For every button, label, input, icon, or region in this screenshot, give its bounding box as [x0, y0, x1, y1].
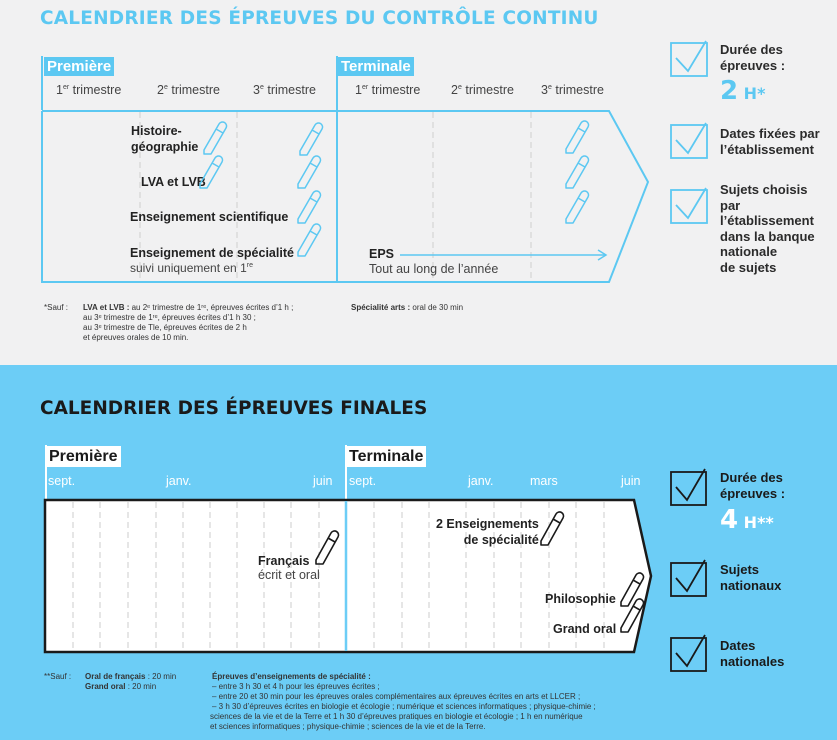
continu-note-arts: Spécialité arts : oral de 30 min [351, 303, 464, 312]
subject-specialite-note: suivi uniquement en 1re [130, 261, 253, 275]
month-janv-premiere: janv. [166, 474, 192, 488]
subject-francais: Français [258, 554, 310, 568]
trimester-1-premiere: 1er trimestre [56, 83, 122, 97]
trimester-2-terminale: 2e trimestre [451, 83, 514, 97]
finales-note-l4: sciences de la vie et de la Terre et 1 h… [210, 712, 583, 721]
finales-note-oral: Grand oral : 20 min [85, 682, 157, 691]
finales-dates-label: Dates nationales [720, 638, 785, 669]
subject-specialite: Enseignement de spécialité [130, 246, 294, 260]
finales-note-l2: – entre 20 et 30 min pour les épreuves o… [212, 692, 581, 701]
continu-note-line4: et épreuves orales de 10 min. [83, 333, 189, 342]
finales-note-spec-head: Épreuves d’enseignements de spécialité : [212, 672, 371, 681]
subject-philosophie: Philosophie [545, 592, 616, 606]
check-icon [670, 42, 708, 77]
continu-title: CALENDRIER DES ÉPREUVES DU CONTRÔLE CONT… [40, 8, 599, 29]
month-juin-premiere: juin [313, 474, 333, 488]
subject-histoire: Histoire-géographie [131, 124, 199, 154]
month-sept-premiere: sept. [48, 474, 76, 488]
pen-icon [620, 572, 645, 607]
subject-francais-note: écrit et oral [258, 568, 320, 582]
month-janv-terminale: janv. [468, 474, 494, 488]
continu-note-line3: au 3ᵉ trimestre de Tle, épreuves écrites… [83, 323, 247, 332]
finales-note-l5: et sciences informatiques ; physique-chi… [210, 722, 486, 731]
continu-timeline-frame [41, 56, 650, 283]
check-icon [670, 637, 707, 672]
pen-icon [203, 121, 228, 155]
month-mars-terminale: mars [530, 474, 558, 488]
continu-check-icons [670, 40, 708, 224]
pen-icon [540, 511, 565, 546]
trimester-3-premiere: 3e trimestre [253, 83, 316, 97]
pen-icon [297, 155, 322, 189]
pen-icon [565, 155, 590, 189]
month-juin-terminale: juin [621, 474, 641, 488]
continu-duree-value: 2 H* [720, 76, 766, 106]
finales-premiere-tag: Première [46, 446, 121, 467]
pen-icon [299, 122, 324, 156]
finales-duree-value: 4 H** [720, 505, 774, 535]
check-icon [670, 189, 708, 224]
premiere-tag: Première [44, 57, 115, 76]
subject-eps-note: Tout au long de l’année [369, 262, 499, 276]
continu-sujets-label: Sujets choisis par l’établissement dans la … [720, 182, 815, 275]
finales-note-sauf: **Sauf : [44, 672, 72, 681]
pen-icon [620, 598, 645, 633]
subject-grand-oral: Grand oral [553, 622, 617, 636]
continu-note-sauf: *Sauf : [44, 303, 69, 312]
continu-pen-icons [199, 120, 590, 257]
finales-note-francais: Oral de français : 20 min [85, 672, 177, 681]
subject-eps: EPS [369, 247, 395, 261]
pen-icon [297, 223, 322, 257]
subject-lva-lvb: LVA et LVB [141, 175, 206, 189]
month-sept-terminale: sept. [349, 474, 377, 488]
continu-note-line2: au 3ᵉ trimestre de 1ʳᵉ, épreuves écrites… [83, 313, 256, 322]
trimester-2-premiere: 2e trimestre [157, 83, 220, 97]
check-icon [670, 562, 707, 597]
finales-terminale-tag: Terminale [346, 446, 427, 467]
check-icon [670, 471, 707, 506]
trimester-3-terminale: 3e trimestre [541, 83, 604, 97]
finales-note-l1: – entre 3 h 30 et 4 h pour les épreuves … [212, 682, 380, 691]
continu-note-lva: LVA et LVB : au 2ᵉ trimestre de 1ʳᵉ, épr… [83, 303, 294, 312]
terminale-tag: Terminale [338, 57, 414, 76]
pen-icon [315, 530, 340, 565]
finales-title: CALENDRIER DES ÉPREUVES FINALES [40, 398, 428, 419]
finales-note-l3: – 3 h 30 d’épreuves écrites en biologie … [212, 702, 596, 711]
pen-icon [565, 120, 590, 154]
subject-2-specialites: 2 Enseignements de spécialité [436, 517, 539, 547]
continu-dates-label: Dates fixées par l’établissement [720, 126, 820, 157]
finales-sujets-label: Sujets nationaux [720, 562, 782, 593]
finales-duree-label: Durée des épreuves : [720, 470, 786, 501]
check-icon [670, 124, 708, 159]
continu-duree-label: Durée des épreuves : [720, 42, 786, 73]
pen-icon [565, 190, 590, 224]
pen-icon [199, 155, 224, 189]
subject-scientifique: Enseignement scientifique [130, 210, 289, 224]
trimester-1-terminale: 1er trimestre [355, 83, 421, 97]
pen-icon [297, 190, 322, 224]
